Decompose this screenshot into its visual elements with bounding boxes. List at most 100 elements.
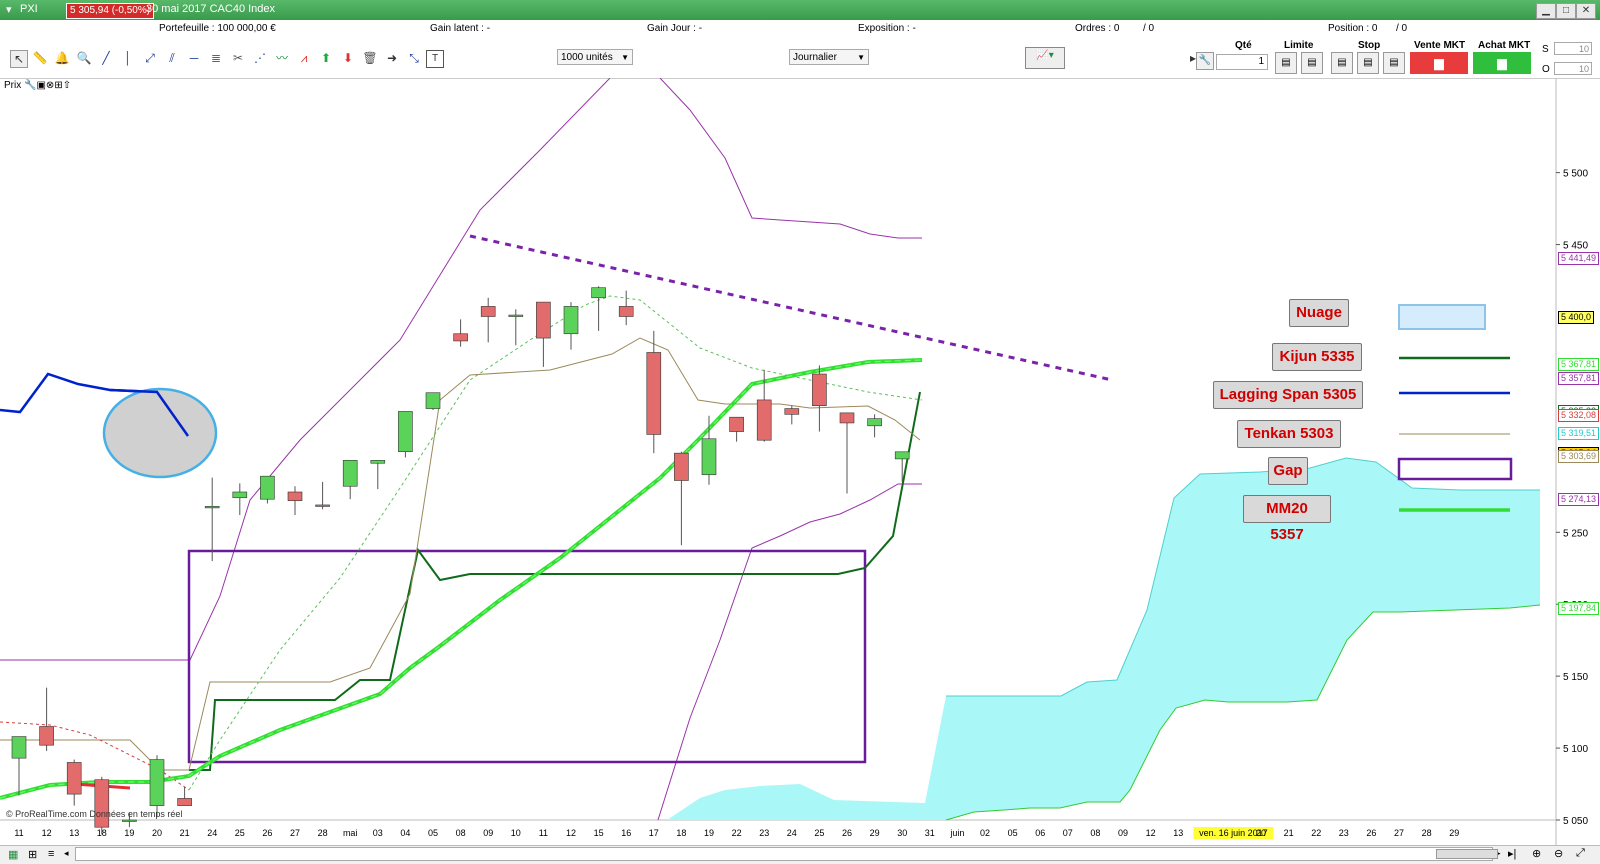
- candle-body: [646, 352, 662, 435]
- wrench-icon[interactable]: 🔧: [24, 80, 37, 91]
- period-value: Journalier: [793, 52, 837, 63]
- legend-mm20: MM20 5357: [1243, 495, 1331, 543]
- fit-icon[interactable]: ⤢: [1576, 847, 1585, 859]
- text-tool-icon[interactable]: T: [426, 50, 444, 68]
- trendline-icon[interactable]: ╱: [102, 51, 110, 65]
- minimize-icon[interactable]: ▁: [1536, 3, 1556, 19]
- date-tick-label: 16: [621, 828, 631, 838]
- buy-arrow-icon[interactable]: ⬆: [320, 51, 332, 65]
- indicators-icon[interactable]: 📈▾: [1025, 47, 1065, 69]
- horizontal-scrollbar[interactable]: [75, 847, 1498, 861]
- zoom-in-icon[interactable]: ⊕: [1532, 848, 1542, 860]
- limit-sell-button[interactable]: ▤: [1301, 52, 1323, 74]
- quantity-input[interactable]: 1: [1216, 54, 1268, 70]
- date-tick-label: 12: [42, 828, 52, 838]
- date-tick-label: 25: [814, 828, 824, 838]
- date-tick-label: 05: [1008, 828, 1018, 838]
- add-icon[interactable]: ⊞: [54, 80, 63, 91]
- date-tick-label: mai: [343, 828, 358, 838]
- ruler-icon[interactable]: 📏: [32, 51, 48, 65]
- expand-icon[interactable]: ⤡: [409, 51, 419, 65]
- date-tick-label: 13: [69, 828, 79, 838]
- fan-icon[interactable]: ⋰: [254, 51, 266, 65]
- scroll-left-icon[interactable]: ◂: [64, 848, 69, 858]
- cloud-upper-edge: [946, 457, 1540, 697]
- candle-body: [618, 306, 634, 317]
- date-tick-label: 12: [566, 828, 576, 838]
- maximize-icon[interactable]: □: [1556, 3, 1576, 19]
- trash-icon[interactable]: 🗑: [362, 51, 378, 65]
- channel-icon[interactable]: ⫽: [169, 51, 175, 65]
- zoom-out-icon[interactable]: ⊖: [1554, 848, 1564, 860]
- ray-icon[interactable]: ⤢: [145, 51, 155, 65]
- price-tag: 5 400,0: [1558, 311, 1595, 325]
- scrollbar-thumb[interactable]: [1436, 849, 1498, 859]
- vertical-line-icon[interactable]: │: [124, 51, 132, 65]
- stop-buy-button[interactable]: ▤: [1331, 52, 1353, 74]
- period-select[interactable]: Journalier ▼: [789, 49, 869, 65]
- date-tick-label: 18: [676, 828, 686, 838]
- candle-body: [232, 491, 248, 499]
- price-panel-header: Prix 🔧▣⊗⊞⇧: [4, 80, 71, 94]
- price-tag: 5 319,51: [1558, 427, 1600, 441]
- chevron-down-icon: ▼: [857, 53, 865, 62]
- tenkan-dashed-line: [0, 721, 190, 791]
- date-tick-label: 22: [1311, 828, 1321, 838]
- window-menu-icon[interactable]: ▾: [6, 4, 12, 16]
- date-tick-label: 24: [207, 828, 217, 838]
- resistance-trendline: [469, 234, 1113, 382]
- date-tick-label: 28: [318, 828, 328, 838]
- date-tick-label: 18: [97, 828, 107, 838]
- candle-body: [508, 314, 524, 317]
- bollinger-lower-band: [657, 483, 922, 821]
- date-tick-label: 26: [1366, 828, 1376, 838]
- wrench-icon[interactable]: 🔧: [1196, 52, 1214, 70]
- candle-body: [867, 418, 882, 427]
- candle-body: [177, 798, 192, 806]
- pattern-icon[interactable]: ⩘: [300, 51, 308, 65]
- horizontal-line-icon[interactable]: ─: [189, 51, 199, 65]
- close-panel-icon[interactable]: ⊗: [45, 80, 55, 91]
- date-tick-label: 17: [649, 828, 659, 838]
- date-axis: 11 12 13 18 19 20 21 24 25 26 27 28 mai 03 04 05 08 09 10 1…: [14, 827, 1459, 839]
- buy-market-button[interactable]: ▆: [1473, 52, 1531, 74]
- wave-icon[interactable]: 〰: [275, 51, 288, 65]
- portfolio-value: Portefeuille : 100 000,00 €: [159, 23, 276, 34]
- candles-group: [11, 286, 910, 835]
- o-input[interactable]: 10: [1554, 62, 1592, 75]
- data-credit: © ProRealTime.com Données en temps réel: [6, 809, 183, 819]
- tools-icon[interactable]: ✂: [232, 51, 244, 65]
- price-panel-label: Prix: [4, 80, 22, 91]
- price-tag: 5 303,69: [1558, 450, 1600, 464]
- sell-market-button[interactable]: ▆: [1410, 52, 1468, 74]
- cursor-icon[interactable]: ↖: [10, 50, 28, 68]
- collapse-arrow-icon[interactable]: ▸: [1189, 51, 1197, 65]
- date-tick-label: 26: [262, 828, 272, 838]
- date-tick-label: 29: [1449, 828, 1459, 838]
- alert-bell-icon[interactable]: 🔔: [54, 51, 70, 65]
- date-tick-label: 31: [925, 828, 935, 838]
- stop-extra-button[interactable]: ▤: [1383, 52, 1405, 74]
- daily-gain: Gain Jour : -: [647, 23, 703, 34]
- play-icon[interactable]: ▸|: [1508, 848, 1517, 860]
- right-arrow-icon[interactable]: ➜: [386, 51, 398, 65]
- scale-icon[interactable]: ≡: [48, 848, 55, 860]
- fibonacci-icon[interactable]: ≣: [210, 51, 222, 65]
- up-icon[interactable]: ⇧: [62, 80, 72, 91]
- unrealized-gain: Gain latent : -: [430, 23, 491, 34]
- zoom-icon[interactable]: 🔍: [76, 51, 92, 65]
- gap-rectangle: [187, 549, 867, 764]
- units-select[interactable]: 1000 unités ▼: [557, 49, 633, 65]
- position-count-2: / 0: [1396, 23, 1408, 34]
- scroll-right-icon[interactable]: ▸: [1496, 848, 1501, 858]
- stop-sell-button[interactable]: ▤: [1357, 52, 1379, 74]
- grid-icon[interactable]: ⊞: [28, 849, 38, 861]
- candle-body: [536, 301, 551, 339]
- sell-arrow-icon[interactable]: ⬇: [342, 51, 354, 65]
- window-icon[interactable]: ▣: [36, 80, 46, 91]
- close-icon[interactable]: ✕: [1576, 3, 1596, 19]
- s-input[interactable]: 10: [1554, 42, 1592, 55]
- limit-buy-button[interactable]: ▤: [1275, 52, 1297, 74]
- chart-type-icon[interactable]: ▦: [8, 849, 19, 861]
